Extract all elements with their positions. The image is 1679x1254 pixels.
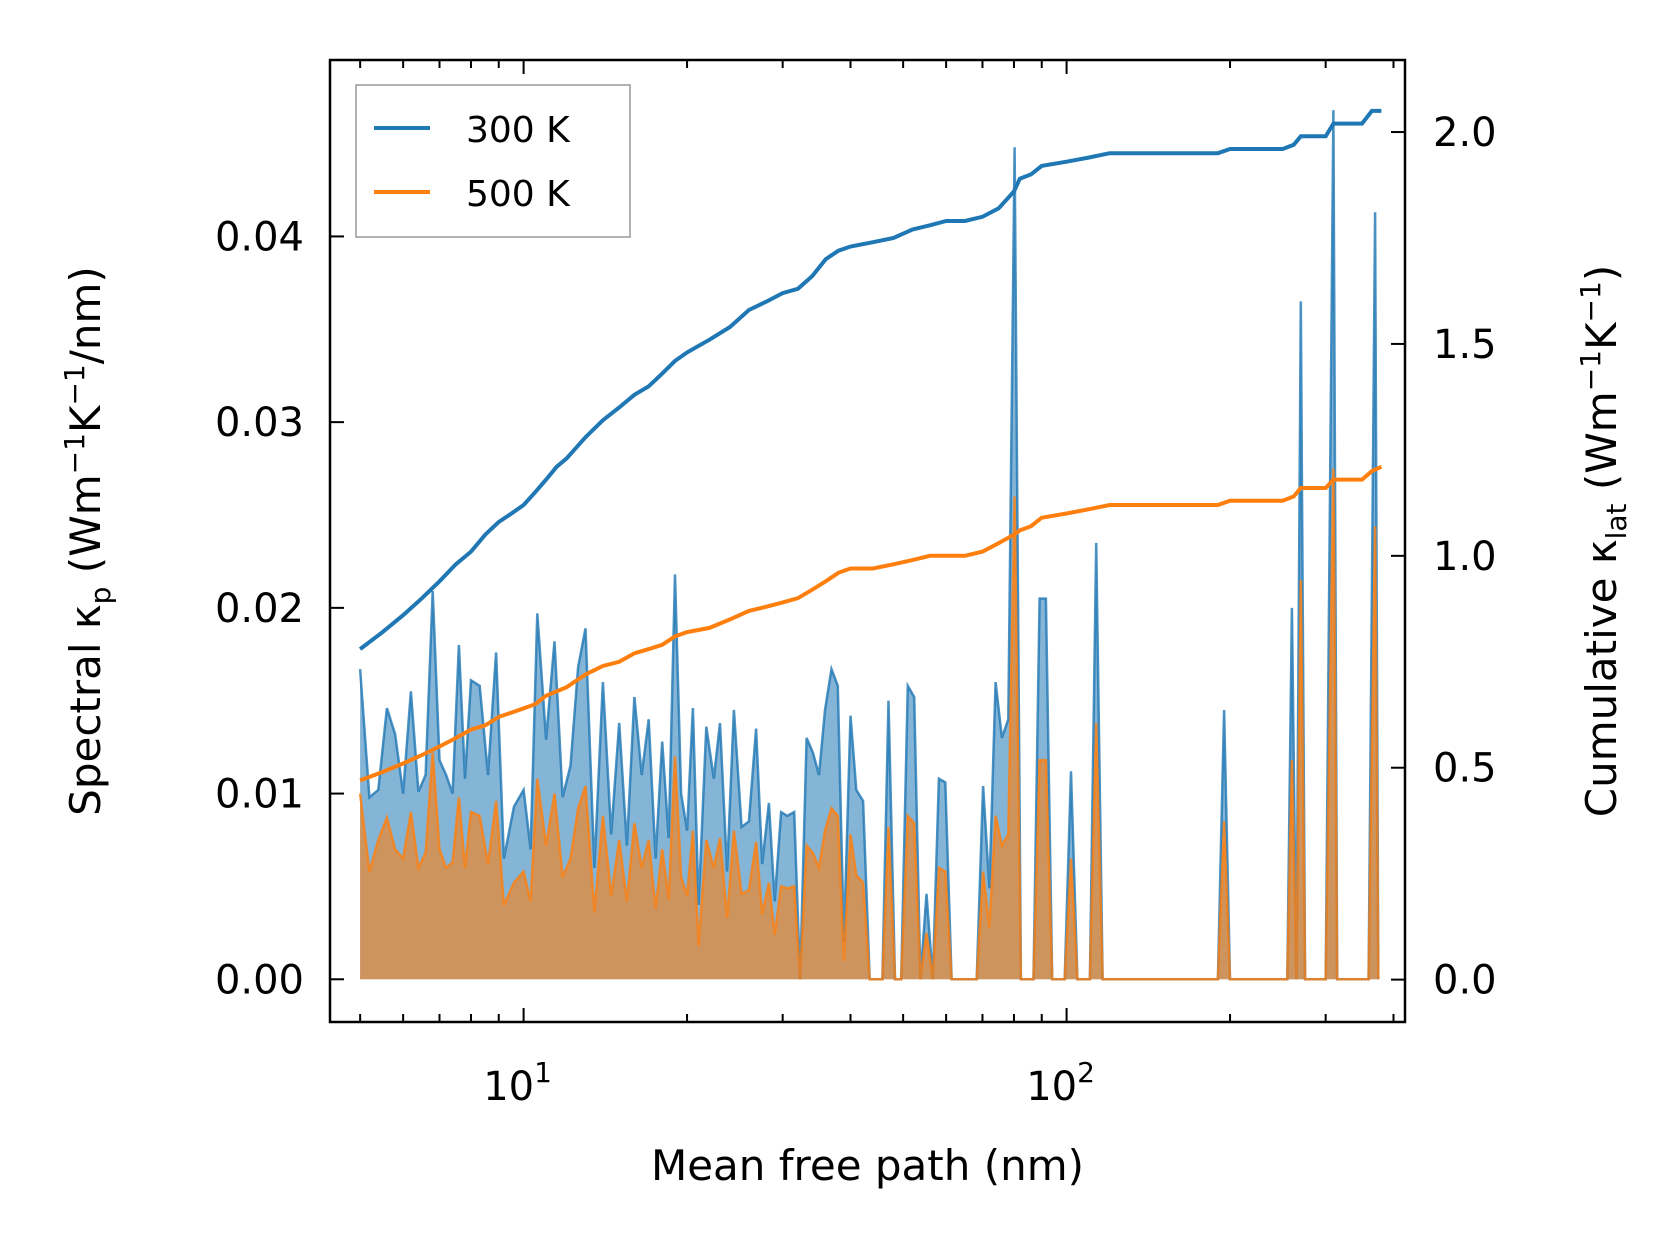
legend-label-500k: 500 K: [466, 174, 571, 215]
spectral-fill-500k: [360, 468, 1379, 980]
y-right-tick-label: 2.0: [1433, 110, 1497, 156]
y-left-axis-label: Spectral κp (Wm−1K−1/nm): [58, 266, 117, 816]
axis-ticks: 101 102 0.00 0.01 0.02 0.03 0.04 0.0 0.5 1.0 1.5 2.…: [215, 60, 1497, 1110]
y-left-tick-label: 0.00: [215, 957, 304, 1003]
y-left-tick-label: 0.01: [215, 772, 304, 818]
legend-label-300k: 300 K: [466, 110, 571, 151]
spectral-line-300k: [358, 110, 1380, 981]
spectral-fills: [360, 110, 1379, 980]
spectral-line-500k: [358, 468, 1380, 981]
y-left-tick-label: 0.03: [215, 400, 304, 446]
legend-box: [355, 84, 631, 238]
legend: 300 K 500 K: [355, 84, 631, 238]
plot-frame: [328, 58, 1407, 1024]
y-right-tick-label: 1.5: [1433, 322, 1497, 368]
cumulative-lines: [358, 108, 1383, 783]
y-right-tick-label: 0.5: [1433, 746, 1497, 792]
y-right-tick-label: 0.0: [1433, 958, 1497, 1004]
spectral-lines: [358, 110, 1380, 981]
cumulative-line-300k: [358, 108, 1382, 651]
x-tick-label: 101: [483, 1056, 552, 1110]
y-left-tick-label: 0.02: [215, 586, 304, 632]
y-right-tick-label: 1.0: [1433, 534, 1497, 580]
cumulative-line-500k: [359, 464, 1383, 783]
x-axis-label: Mean free path (nm): [651, 1141, 1084, 1190]
y-left-tick-label: 0.04: [215, 214, 304, 260]
x-tick-label: 102: [1026, 1056, 1095, 1110]
y-right-axis-label: Cumulative κlat (Wm−1K−1): [1574, 265, 1633, 817]
